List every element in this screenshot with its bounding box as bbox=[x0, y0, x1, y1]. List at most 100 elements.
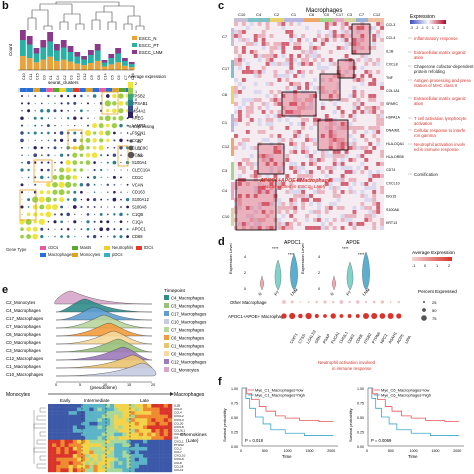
expression-dot bbox=[60, 161, 63, 164]
expression-dot bbox=[73, 131, 77, 135]
d-dot-other bbox=[397, 300, 401, 304]
expression-dot bbox=[40, 161, 43, 164]
heat-gene-label: CCL3L1 bbox=[174, 429, 185, 433]
expression-dot bbox=[59, 153, 64, 157]
expression-dot bbox=[53, 220, 57, 224]
heat-gene-label: CXCL8 bbox=[174, 425, 184, 429]
expression-dot bbox=[112, 93, 117, 99]
expression-dot bbox=[72, 182, 77, 187]
bar-segment-n bbox=[67, 61, 74, 70]
expression-dot bbox=[126, 235, 130, 239]
bar-segment-lnm bbox=[74, 52, 81, 57]
km-legend-low: Mye_C6_Macrophages=low bbox=[381, 388, 430, 393]
km-right: 1.00 0.75 0.50 0.25 0.000 500 1000 1500 2000 Time… bbox=[348, 387, 464, 459]
gene-type-neutrophils: Neutrophils bbox=[104, 245, 133, 251]
cluster-tick: C3 bbox=[70, 75, 74, 80]
expression-dot bbox=[100, 191, 102, 193]
expression-dot bbox=[79, 183, 84, 187]
expression-dot bbox=[99, 227, 104, 232]
expression-dot bbox=[98, 145, 104, 151]
annotation-label: Neutrophil activation involv bbox=[414, 142, 466, 147]
expression-dot bbox=[86, 220, 90, 224]
right-gene-label: DNAJB1 bbox=[386, 129, 400, 133]
d-dot-apoc1 bbox=[347, 314, 352, 318]
bar-segment-pt bbox=[47, 41, 53, 57]
right-gene-label: KRT13 bbox=[386, 221, 397, 225]
expression-dot bbox=[94, 110, 95, 112]
expression-dot bbox=[66, 227, 70, 231]
expression-dot bbox=[87, 110, 89, 112]
expression-dot bbox=[27, 102, 30, 105]
svg-text:2: 2 bbox=[448, 264, 450, 268]
expression-dot bbox=[93, 206, 96, 208]
group-label: N bbox=[257, 291, 263, 297]
heat-gene-label: CCL4 bbox=[174, 411, 182, 415]
ridge bbox=[55, 330, 153, 345]
expression-dot bbox=[106, 123, 110, 128]
expression-dot bbox=[93, 228, 96, 230]
expression-dot bbox=[107, 191, 109, 193]
expression-dot bbox=[120, 176, 122, 179]
expression-dot bbox=[54, 169, 56, 171]
expression-dot bbox=[67, 221, 69, 223]
right-gene-label: TNF bbox=[386, 76, 394, 80]
bar-segment-pt bbox=[60, 47, 67, 60]
d-dot-apoc1 bbox=[371, 312, 378, 320]
heat-gene-label: CCL20 bbox=[174, 421, 184, 425]
cluster-block bbox=[319, 73, 341, 101]
svg-text:1: 1 bbox=[436, 264, 438, 268]
bar-segment-n bbox=[81, 65, 87, 70]
expression-dot bbox=[54, 117, 56, 119]
expression-dot bbox=[74, 228, 76, 230]
km-ytick: 0.00 bbox=[357, 445, 364, 449]
cluster-block bbox=[257, 143, 285, 175]
expression-dot bbox=[58, 189, 65, 196]
expression-dot bbox=[105, 130, 111, 136]
expression-dot bbox=[93, 191, 96, 193]
expression-dot bbox=[100, 176, 102, 179]
gene-label: TPSB2 bbox=[132, 94, 146, 99]
expression-dot bbox=[72, 175, 78, 180]
expression-dot bbox=[80, 190, 83, 194]
km-curve-high bbox=[242, 387, 334, 436]
bar-legend: ESCC_N ESCC_PT ESCC_LNM bbox=[132, 36, 163, 55]
expression-dot bbox=[27, 206, 30, 208]
cluster-tick: C7 bbox=[124, 75, 128, 80]
ridge bbox=[54, 290, 153, 305]
svg-text:-1: -1 bbox=[135, 106, 138, 110]
expression-dot bbox=[80, 176, 82, 178]
km-xtick: 1000 bbox=[410, 449, 418, 453]
expression-dot bbox=[47, 131, 50, 135]
d-dot-other bbox=[315, 300, 319, 304]
expression-dot bbox=[107, 176, 109, 178]
expression-dot bbox=[47, 146, 50, 149]
overlay-line1: APOC1+APOE+ Macrophage bbox=[259, 178, 331, 184]
expression-dot bbox=[46, 182, 51, 188]
expression-dot bbox=[99, 116, 104, 121]
svg-text:20: 20 bbox=[151, 383, 155, 387]
expression-dot bbox=[72, 205, 77, 209]
expression-dot bbox=[40, 175, 44, 180]
gene-label: CLEC10A bbox=[132, 168, 150, 173]
svg-text:0: 0 bbox=[244, 287, 246, 291]
d-dot-apoc1 bbox=[362, 312, 370, 320]
expression-dot bbox=[33, 131, 37, 135]
gene-type-cdcs: cDCs bbox=[40, 245, 58, 251]
bar-segment-n bbox=[20, 56, 26, 70]
expression-dot bbox=[113, 131, 116, 135]
d-gene-label: CD63 bbox=[346, 333, 355, 344]
ridge-row-label: C1_Macrophages bbox=[6, 364, 41, 369]
expression-dot bbox=[120, 206, 122, 208]
expression-dot bbox=[92, 234, 97, 239]
ridge-row-label: C6_Macrophages bbox=[6, 332, 41, 337]
expression-dot bbox=[32, 226, 38, 232]
annotation-label: Inflammatory response bbox=[414, 36, 458, 41]
expression-dot bbox=[67, 109, 70, 112]
expression-dot bbox=[99, 220, 103, 224]
km-xtick: 1500 bbox=[431, 449, 439, 453]
expression-dot bbox=[100, 162, 102, 164]
expression-dot bbox=[126, 228, 129, 231]
expression-dot bbox=[126, 139, 129, 142]
expression-dot bbox=[54, 95, 56, 97]
bar-segment-lnm bbox=[81, 56, 87, 60]
